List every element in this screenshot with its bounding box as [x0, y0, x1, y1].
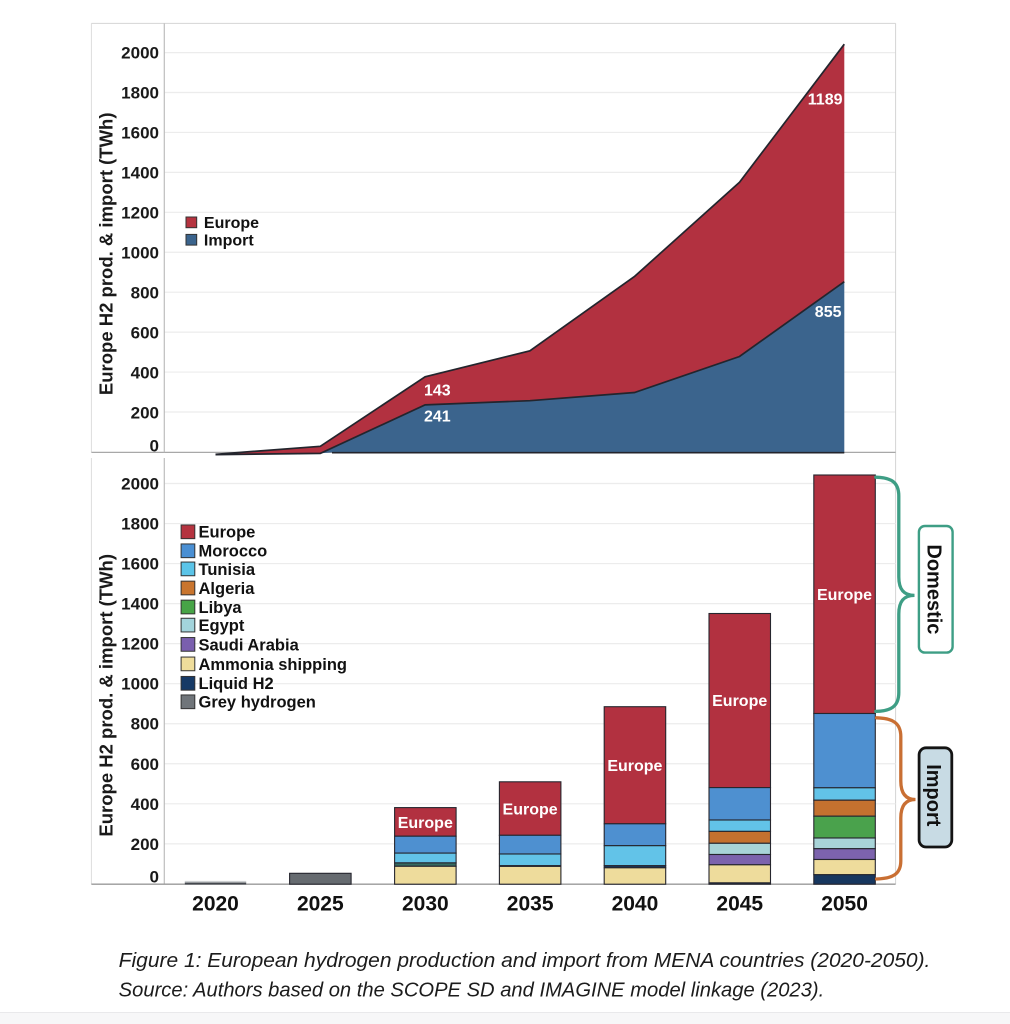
- svg-text:1000: 1000: [121, 675, 159, 694]
- svg-text:200: 200: [131, 835, 159, 854]
- svg-text:2020: 2020: [192, 892, 239, 915]
- svg-text:1400: 1400: [121, 164, 159, 183]
- svg-text:Ammonia shipping: Ammonia shipping: [199, 656, 348, 674]
- svg-text:Europe: Europe: [817, 587, 872, 604]
- svg-text:1200: 1200: [121, 204, 159, 223]
- svg-text:400: 400: [131, 364, 159, 383]
- svg-text:Europe: Europe: [607, 758, 662, 775]
- svg-text:Europe: Europe: [199, 524, 256, 542]
- svg-text:Import: Import: [204, 232, 254, 249]
- svg-text:600: 600: [131, 324, 159, 343]
- svg-text:1600: 1600: [121, 124, 159, 143]
- svg-text:Europe H2 prod. & import (TWh): Europe H2 prod. & import (TWh): [95, 554, 116, 837]
- svg-text:Source: Authors based on the S: Source: Authors based on the SCOPE SD an…: [119, 979, 825, 1001]
- svg-text:1400: 1400: [121, 595, 159, 614]
- svg-text:241: 241: [424, 409, 451, 426]
- svg-text:2040: 2040: [612, 892, 659, 915]
- svg-text:Egypt: Egypt: [199, 617, 245, 635]
- svg-text:Europe: Europe: [204, 215, 259, 232]
- svg-text:Europe: Europe: [712, 693, 767, 710]
- svg-text:143: 143: [424, 382, 451, 399]
- svg-text:Europe: Europe: [398, 815, 453, 832]
- svg-text:1800: 1800: [121, 515, 159, 534]
- svg-text:Morocco: Morocco: [199, 543, 268, 561]
- svg-text:2030: 2030: [402, 892, 449, 915]
- svg-text:Europe: Europe: [503, 801, 558, 818]
- svg-text:1800: 1800: [121, 84, 159, 103]
- svg-text:2035: 2035: [507, 892, 554, 915]
- svg-text:400: 400: [131, 795, 159, 814]
- svg-text:0: 0: [150, 867, 159, 886]
- svg-text:1000: 1000: [121, 244, 159, 263]
- svg-text:Import: Import: [922, 764, 944, 827]
- svg-text:Grey hydrogen: Grey hydrogen: [199, 694, 316, 712]
- svg-text:Saudi Arabia: Saudi Arabia: [199, 636, 300, 654]
- svg-text:Libya: Libya: [199, 599, 243, 617]
- svg-text:Europe H2 prod. & import (TWh): Europe H2 prod. & import (TWh): [95, 112, 116, 395]
- svg-text:Liquid H2: Liquid H2: [199, 675, 274, 693]
- svg-text:Domestic: Domestic: [923, 544, 945, 634]
- svg-text:600: 600: [131, 755, 159, 774]
- svg-text:1200: 1200: [121, 635, 159, 654]
- svg-text:2000: 2000: [121, 475, 159, 494]
- svg-text:0: 0: [150, 436, 159, 455]
- svg-text:Algeria: Algeria: [199, 580, 256, 598]
- svg-text:2050: 2050: [821, 892, 868, 915]
- svg-text:2025: 2025: [297, 892, 344, 915]
- svg-text:2000: 2000: [121, 44, 159, 63]
- svg-text:1600: 1600: [121, 555, 159, 574]
- svg-text:800: 800: [131, 284, 159, 303]
- svg-text:Tunisia: Tunisia: [199, 561, 256, 579]
- svg-text:800: 800: [131, 715, 159, 734]
- svg-text:1189: 1189: [808, 91, 843, 108]
- svg-text:Figure 1: European hydrogen pr: Figure 1: European hydrogen production a…: [119, 950, 931, 972]
- svg-text:200: 200: [131, 404, 159, 423]
- svg-text:855: 855: [815, 304, 842, 321]
- svg-text:2045: 2045: [716, 892, 763, 915]
